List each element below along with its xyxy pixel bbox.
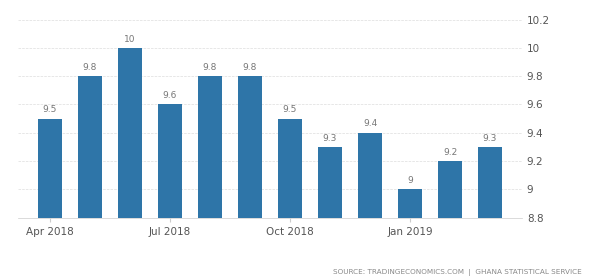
Bar — [398, 189, 422, 218]
Text: SOURCE: TRADINGECONOMICS.COM  |  GHANA STATISTICAL SERVICE: SOURCE: TRADINGECONOMICS.COM | GHANA STA… — [333, 269, 582, 276]
Bar — [118, 48, 142, 218]
Text: 9: 9 — [407, 176, 413, 185]
Bar — [317, 147, 343, 218]
Bar — [158, 104, 182, 218]
Text: 9.5: 9.5 — [43, 105, 57, 114]
Text: 9.4: 9.4 — [363, 119, 377, 128]
Bar — [197, 76, 223, 218]
Bar — [278, 119, 302, 218]
Text: 10: 10 — [124, 35, 136, 44]
Bar — [478, 147, 502, 218]
Bar — [358, 133, 382, 218]
Text: 9.3: 9.3 — [323, 134, 337, 143]
Bar — [77, 76, 103, 218]
Bar — [437, 161, 463, 218]
Text: 9.8: 9.8 — [83, 63, 97, 72]
Text: 9.6: 9.6 — [163, 91, 177, 100]
Text: 9.8: 9.8 — [203, 63, 217, 72]
Bar — [38, 119, 62, 218]
Text: 9.3: 9.3 — [483, 134, 497, 143]
Text: 9.8: 9.8 — [243, 63, 257, 72]
Text: 9.2: 9.2 — [443, 148, 457, 157]
Text: 9.5: 9.5 — [283, 105, 297, 114]
Bar — [238, 76, 262, 218]
